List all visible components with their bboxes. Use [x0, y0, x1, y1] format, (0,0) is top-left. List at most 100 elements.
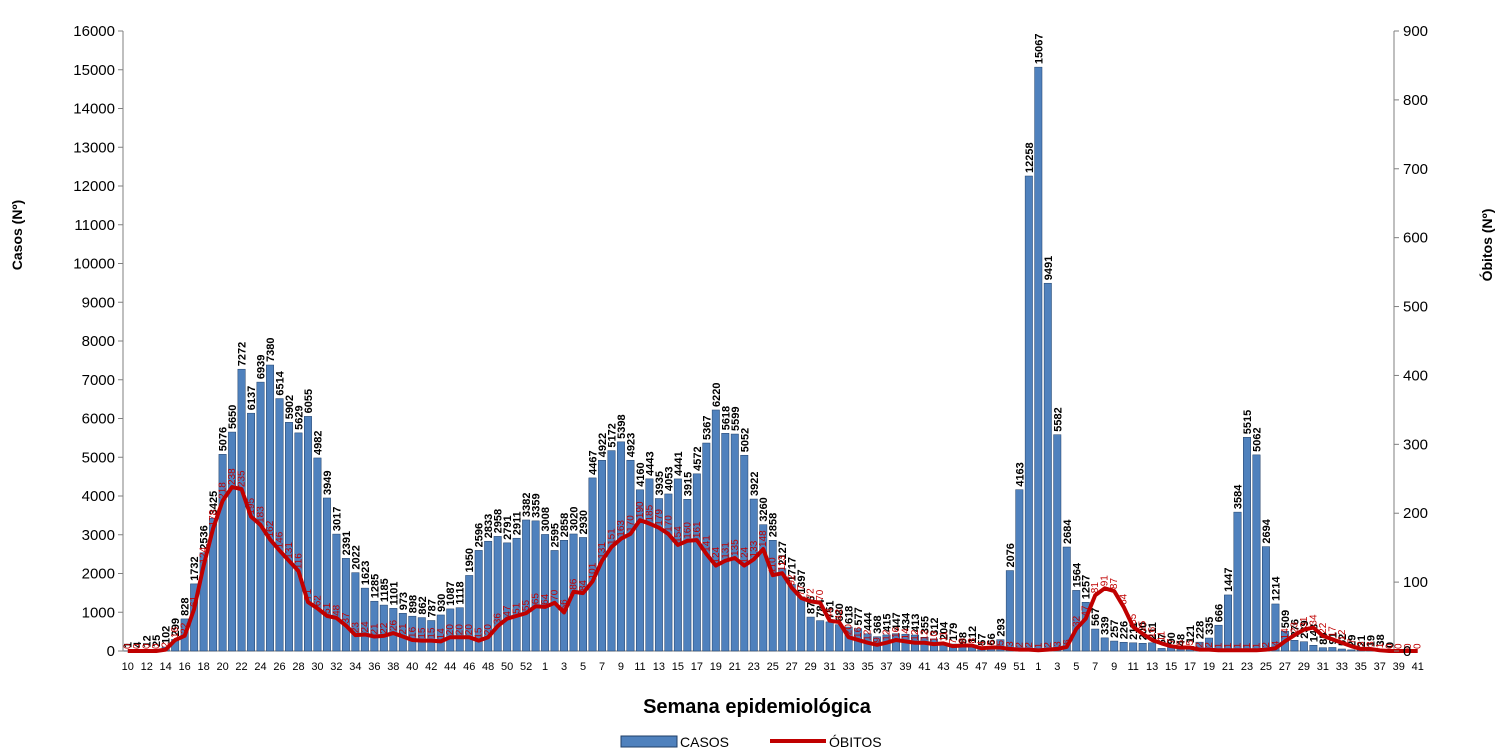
bar-label-casos: 3922 — [749, 472, 761, 496]
bar-label-casos: 2022 — [350, 545, 362, 569]
bar-label-casos: 898 — [407, 595, 419, 613]
bar-casos — [275, 398, 284, 652]
death-label-obitos: 10 — [929, 631, 940, 643]
bar-casos — [635, 489, 644, 652]
x-tick-label: 11 — [634, 661, 645, 673]
death-label-obitos: 7 — [948, 638, 959, 644]
y-left-tick-label: 4000 — [82, 488, 115, 505]
death-label-obitos: 141 — [701, 535, 712, 552]
death-label-obitos: 20 — [844, 624, 855, 636]
bar-label-casos: 618 — [844, 606, 856, 624]
bar-casos — [1015, 489, 1024, 652]
bar-label-casos: 5398 — [616, 414, 628, 438]
death-label-obitos: 64 — [540, 593, 551, 605]
death-label-obitos: 183 — [256, 506, 267, 523]
x-tick-label: 45 — [956, 661, 968, 673]
x-tick-label: 24 — [254, 661, 266, 673]
x-tick-label: 33 — [842, 661, 854, 673]
bar-casos — [322, 497, 331, 652]
death-label-obitos: 91 — [1100, 575, 1111, 587]
bar-label-casos: 447 — [891, 612, 903, 630]
bar-label-casos: 179 — [948, 623, 960, 641]
bar-casos — [522, 519, 531, 652]
death-label-obitos: 72 — [806, 588, 817, 600]
bar-label-casos: 19 — [1365, 635, 1377, 647]
y-left-tick-label: 2000 — [82, 566, 115, 583]
x-tick-label: 29 — [805, 661, 817, 673]
bar-casos — [797, 596, 806, 652]
bar-casos — [996, 639, 1005, 652]
death-label-obitos: 9 — [872, 637, 883, 643]
bar-label-casos: 1732 — [189, 556, 201, 580]
bar-label-casos: 862 — [417, 596, 429, 614]
death-label-obitos: 1 — [1033, 642, 1044, 648]
bar-casos — [541, 534, 550, 652]
bar-label-casos: 3260 — [758, 497, 770, 521]
x-tick-label: 35 — [1355, 661, 1367, 673]
death-label-obitos: 81 — [1090, 582, 1101, 594]
x-tick-label: 9 — [618, 661, 624, 673]
x-tick-label: 25 — [767, 661, 779, 673]
bar-casos — [351, 572, 360, 652]
death-label-obitos: 7 — [1346, 638, 1357, 644]
death-label-obitos: 146 — [275, 531, 286, 548]
death-label-obitos: 16 — [891, 626, 902, 638]
x-tick-label: 19 — [1203, 661, 1215, 673]
death-label-obitos: 22 — [379, 622, 390, 634]
bar-label-casos: 4467 — [588, 450, 600, 474]
death-label-obitos: 23 — [1289, 622, 1300, 634]
death-label-obitos: 195 — [246, 498, 257, 515]
bar-label-casos: 12258 — [1024, 142, 1036, 173]
death-label-obitos: 2 — [1195, 642, 1206, 648]
y-left-tick-label: 1000 — [82, 604, 115, 621]
bar-casos — [1091, 628, 1100, 652]
x-tick-label: 37 — [880, 661, 892, 673]
death-label-obitos: 25 — [1138, 620, 1149, 632]
death-label-obitos: 16 — [853, 626, 864, 638]
death-label-obitos: 185 — [644, 504, 655, 521]
bar-label-casos: 4443 — [644, 451, 656, 475]
y-left-tick-label: 16000 — [73, 23, 115, 40]
death-label-obitos: 1 — [1375, 642, 1386, 648]
bar-casos — [341, 558, 350, 652]
y-left-tick-label: 11000 — [74, 217, 115, 234]
death-label-obitos: 1 — [1214, 642, 1225, 648]
bar-label-casos: 973 — [398, 592, 410, 610]
y-right-tick-label: 700 — [1403, 161, 1428, 178]
bar-label-casos: 3425 — [208, 491, 220, 515]
bar-casos — [683, 499, 692, 652]
legend-label-casos: CASOS — [680, 734, 729, 750]
y-left-tick-label: 14000 — [73, 101, 115, 118]
bar-label-casos: 1257 — [1081, 575, 1093, 599]
bar-label-casos: 0 — [1384, 642, 1396, 648]
death-label-obitos: 170 — [663, 515, 674, 532]
bar-casos — [1072, 590, 1081, 652]
bar-casos — [1328, 647, 1337, 652]
bar-label-casos: 299 — [170, 618, 182, 636]
death-label-obitos: 20 — [464, 624, 475, 636]
bar-label-casos: 228 — [1195, 621, 1207, 639]
death-label-obitos: 86 — [569, 578, 580, 590]
y-left-tick-label: 13000 — [73, 139, 115, 156]
x-tick-label: 12 — [141, 661, 153, 673]
bar-casos — [645, 478, 654, 652]
bar-label-casos: 828 — [180, 598, 192, 616]
bar-label-casos: 25 — [151, 635, 163, 647]
bar-casos — [759, 524, 768, 652]
bar-casos — [332, 533, 341, 652]
death-label-obitos: 37 — [341, 612, 352, 624]
death-label-obitos: 2 — [1024, 642, 1035, 648]
death-label-obitos: 22 — [180, 622, 191, 634]
bar-casos — [1337, 648, 1346, 652]
death-label-obitos: 162 — [265, 520, 276, 537]
x-tick-label: 20 — [216, 661, 228, 673]
bar-casos — [1309, 645, 1318, 652]
bar-label-casos: 7272 — [237, 342, 249, 366]
bar-label-casos: 4160 — [635, 462, 647, 486]
y-left-tick-label: 9000 — [82, 294, 115, 311]
x-tick-label: 10 — [122, 661, 134, 673]
bar-label-casos: 2833 — [483, 514, 495, 538]
bar-label-casos: 6939 — [256, 355, 268, 379]
bar-casos — [1081, 602, 1090, 652]
